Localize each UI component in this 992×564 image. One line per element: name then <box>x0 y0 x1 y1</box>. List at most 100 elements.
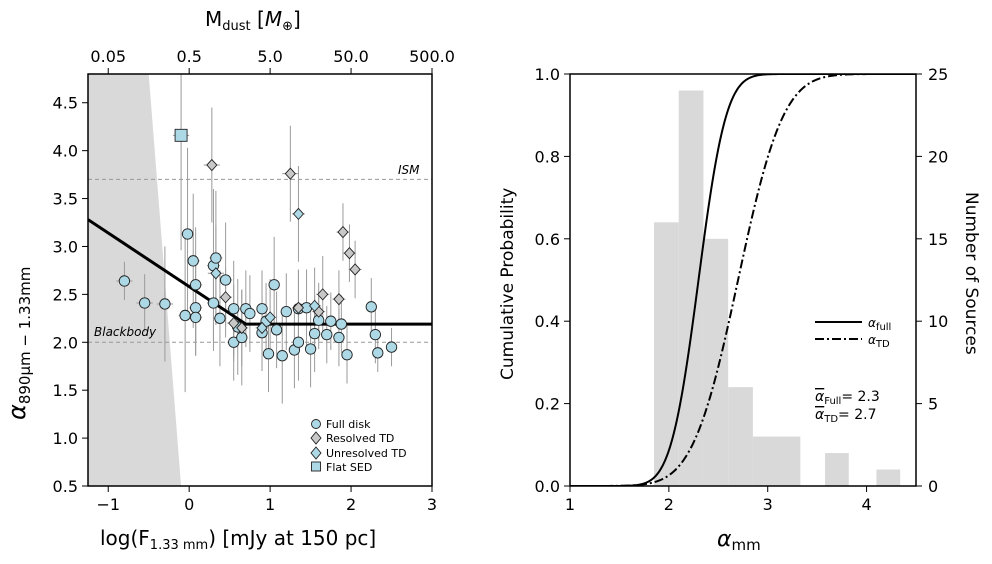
full-disk-point <box>369 328 381 341</box>
right-y2-tick-label: 10 <box>928 312 948 331</box>
resolved-td-point <box>292 301 305 314</box>
right-y2-tick-label: 20 <box>928 147 948 166</box>
histogram-bar <box>876 469 901 486</box>
top-x-tick-label: 0.05 <box>90 47 126 66</box>
full-disk-point <box>256 303 268 315</box>
unresolved-td-point <box>309 299 321 313</box>
full-disk-point <box>179 309 191 322</box>
right-y-tick-label: 0.6 <box>535 230 560 249</box>
legend-alpha-td-label: αTD <box>868 333 890 350</box>
full-disk-point <box>341 349 353 361</box>
left-x-tick-label: 2 <box>346 495 356 514</box>
full-disk-point <box>190 311 202 324</box>
legend-flat-sed-marker <box>311 461 321 472</box>
top-x-tick-label: 5.0 <box>257 47 282 66</box>
right-y-tick-label: 0.0 <box>535 477 560 496</box>
resolved-td-point <box>236 321 248 335</box>
full-disk-point <box>244 307 256 320</box>
full-disk-point <box>321 328 333 341</box>
unresolved-td-point <box>292 207 305 221</box>
full-disk-point <box>268 279 280 291</box>
ism-line-label: ISM <box>398 163 420 177</box>
full-disk-point <box>219 274 232 286</box>
excluded-region <box>88 74 182 486</box>
histogram-bar <box>654 222 679 486</box>
legend-resolved-td-marker <box>310 431 322 445</box>
resolved-td-point <box>206 158 218 172</box>
histogram-bar <box>728 387 753 486</box>
resolved-td-point <box>317 288 329 301</box>
legend-full-disk-label: Full disk <box>326 418 371 431</box>
left-y-tick-label: 3.0 <box>53 237 78 256</box>
resolved-td-point <box>219 291 232 304</box>
full-disk-point <box>365 301 377 313</box>
right-x-tick-label: 1 <box>565 495 575 514</box>
full-disk-point <box>118 275 131 287</box>
flat-sed-point <box>174 128 188 142</box>
mean-alpha-full-annotation: αFull= 2.3 <box>815 389 880 407</box>
right-panel: 1 2 3 4 0.0 0.2 0.4 0.6 0.8 1.0 0 5 10 15 20 25 αfull α… <box>498 65 981 554</box>
resolved-td-point <box>349 263 361 276</box>
full-disk-point <box>190 302 202 314</box>
full-disk-point <box>270 324 283 336</box>
legend-unresolved-td-label: Unresolved TD <box>326 447 407 460</box>
left-y-tick-label: 1.0 <box>53 429 78 448</box>
histogram-bar <box>752 436 801 486</box>
right-y2-tick-label: 0 <box>928 477 938 496</box>
full-disk-point <box>372 347 384 359</box>
right-y-tick-label: 0.8 <box>535 147 560 166</box>
legend-unresolved-td-marker <box>310 446 322 460</box>
full-disk-point <box>139 297 151 309</box>
left-y-tick-label: 4.0 <box>53 142 78 161</box>
right-y2-tick-label: 25 <box>928 65 948 84</box>
full-disk-point <box>207 297 220 309</box>
legend-flat-sed-label: Flat SED <box>326 461 372 474</box>
full-disk-point <box>181 228 194 240</box>
top-x-tick-label: 50.0 <box>333 47 369 66</box>
right-y-tick-label: 0.4 <box>535 312 560 331</box>
legend-alpha-full-label: αfull <box>868 316 891 333</box>
right-x-axis-label: αmm <box>717 527 761 554</box>
left-x-axis-label: log(F1.33 mm) [mJy at 150 pc] <box>100 526 376 553</box>
fit-line <box>88 218 432 326</box>
right-y2-axis-label: Number of Sources <box>961 192 981 355</box>
left-x-tick-label: 3 <box>427 495 437 514</box>
full-disk-point <box>335 318 347 330</box>
left-y-tick-label: 4.5 <box>53 94 78 113</box>
right-plot-frame <box>569 73 917 487</box>
histogram-bar <box>678 90 704 486</box>
resolved-td-point <box>343 247 356 260</box>
left-x-tick-label: 0 <box>184 495 194 514</box>
right-x-tick-label: 3 <box>763 495 773 514</box>
left-y-axis-label: α890μm − 1.33mm <box>3 267 34 420</box>
unresolved-td-point <box>256 321 268 335</box>
full-disk-point <box>308 328 321 340</box>
full-disk-point <box>159 298 171 310</box>
top-x-axis-label: Mdust [M⊕] <box>205 7 301 34</box>
left-y-tick-label: 2.0 <box>53 333 78 352</box>
full-disk-point <box>190 279 202 291</box>
full-disk-point <box>280 305 292 318</box>
right-y-tick-label: 0.2 <box>535 395 560 414</box>
legend-full-disk-marker <box>311 419 321 429</box>
left-y-tick-label: 0.5 <box>53 477 78 496</box>
full-disk-point <box>210 252 222 264</box>
full-disk-point <box>228 303 240 315</box>
right-y2-tick-label: 15 <box>928 230 948 249</box>
resolved-td-point <box>337 225 349 239</box>
right-y2-tick-label: 5 <box>928 395 938 414</box>
left-y-tick-label: 3.5 <box>53 190 78 209</box>
left-x-tick-label: −1 <box>96 495 120 514</box>
histogram-bar <box>825 453 849 486</box>
full-disk-point <box>385 341 398 353</box>
resolved-td-point <box>228 316 240 330</box>
full-disk-point <box>276 350 288 362</box>
legend-resolved-td-label: Resolved TD <box>326 432 394 445</box>
left-panel: −1 0 1 2 3 0.5 1.0 1.5 2.0 2.5 3.0 3.5 4.0 4.5 0.05 0.5… <box>3 7 455 553</box>
unresolved-td-point <box>264 311 276 324</box>
full-disk-point <box>325 315 337 327</box>
blackbody-line-label: Blackbody <box>94 325 157 339</box>
left-y-tick-label: 2.5 <box>53 285 78 304</box>
full-disk-point <box>187 255 199 267</box>
